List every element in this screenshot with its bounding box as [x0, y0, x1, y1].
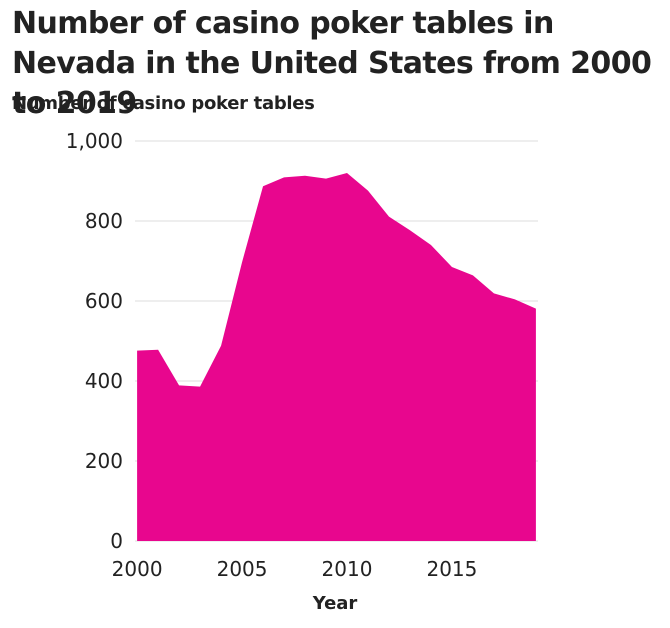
y-tick-label: 400	[85, 369, 123, 393]
y-axis-label: Number of casino poker tables	[12, 93, 315, 114]
y-tick-label: 800	[85, 209, 123, 233]
y-tick-label: 1,000	[66, 129, 123, 153]
area-fill	[137, 173, 536, 541]
x-tick-label: 2015	[426, 557, 477, 581]
y-axis-ticks: 0 200 400 600 800 1,000	[66, 129, 123, 553]
x-tick-label: 2005	[217, 557, 268, 581]
y-tick-label: 0	[110, 529, 123, 553]
x-tick-label: 2000	[112, 557, 163, 581]
y-tick-label: 200	[85, 449, 123, 473]
chart-title: Number of casino poker tables in Nevada …	[12, 6, 652, 121]
x-axis-label: Year	[312, 593, 358, 614]
y-tick-label: 600	[85, 289, 123, 313]
area-series	[137, 173, 536, 541]
x-tick-label: 2010	[322, 557, 373, 581]
x-axis-ticks: 2000 2005 2010 2015	[112, 557, 478, 581]
